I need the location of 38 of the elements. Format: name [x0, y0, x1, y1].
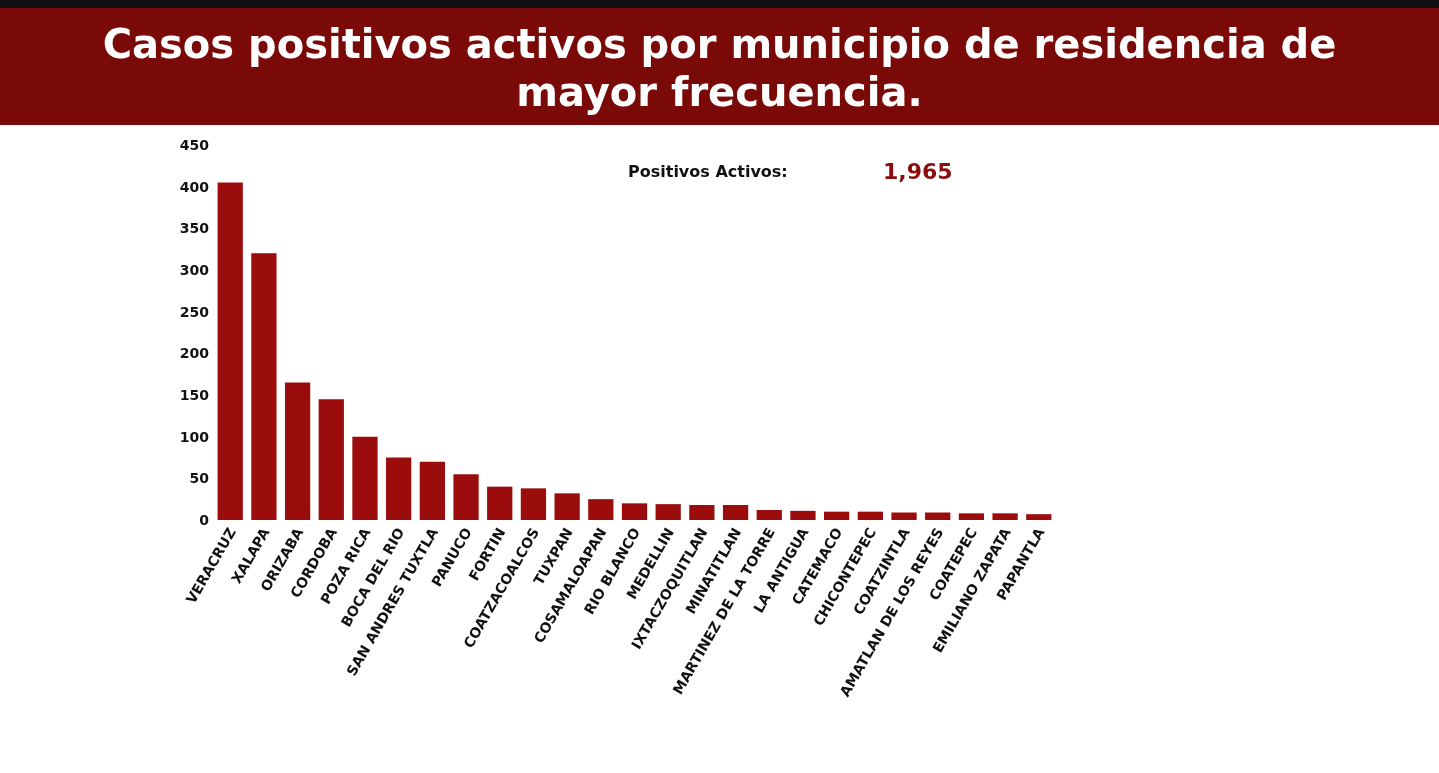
bar [352, 436, 378, 520]
bar [318, 399, 344, 520]
bar [992, 513, 1018, 520]
y-tick-label: 400 [179, 178, 210, 195]
y-tick-label: 350 [179, 220, 210, 237]
bar [925, 512, 951, 520]
y-tick-label: 150 [179, 386, 210, 403]
y-tick-label: 50 [189, 470, 210, 487]
bar [722, 505, 749, 520]
y-tick-label: 300 [179, 261, 210, 278]
bar [487, 486, 513, 520]
bar [689, 505, 715, 520]
bar [520, 488, 547, 520]
bar [251, 253, 277, 520]
bar [1026, 514, 1052, 520]
bar [453, 474, 479, 520]
y-tick-label: 100 [179, 428, 210, 445]
bar [284, 382, 311, 520]
y-tick-label: 0 [199, 511, 210, 528]
bar [386, 457, 412, 520]
bar [588, 499, 614, 520]
annotation: Positivos Activos: [628, 162, 788, 181]
annotation: 1,965 [883, 159, 953, 184]
chart-title: Casos positivos activos por municipio de residencia de mayor frecuencia. [0, 0, 1439, 125]
y-tick-label: 450 [179, 136, 210, 153]
bar [554, 493, 580, 520]
bar [217, 182, 243, 520]
bar [655, 504, 681, 520]
bar [621, 503, 648, 520]
bar [790, 510, 816, 520]
y-tick-label: 250 [179, 303, 210, 320]
bar [419, 461, 445, 520]
bar [824, 511, 850, 520]
bar [756, 510, 782, 520]
bar [891, 512, 917, 520]
y-tick-label: 200 [179, 345, 210, 362]
bar [958, 513, 985, 520]
bar [857, 511, 883, 520]
